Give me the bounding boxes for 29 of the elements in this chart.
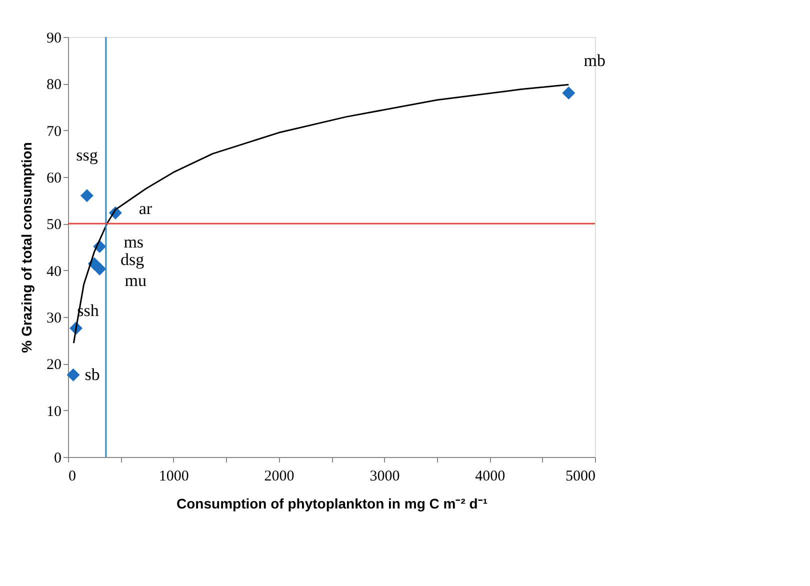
x-tick-label: 4000	[475, 468, 506, 484]
data-label: ms	[124, 232, 144, 252]
x-axis-title: Consumption of phytoplankton in mg C m⁻² d⁻¹	[176, 496, 488, 512]
data-label: ssg	[76, 146, 98, 165]
point	[93, 262, 106, 276]
x-tick-label: 0	[68, 468, 76, 484]
x-tick-label: 5000	[566, 468, 596, 484]
y-tick-label: 40	[46, 264, 62, 280]
y-tick-label: 80	[46, 77, 62, 94]
y-tick-label: 90	[46, 30, 62, 46]
x-tick-label: 3000	[370, 468, 400, 484]
y-tick-label: 0	[54, 450, 62, 466]
point	[66, 368, 80, 382]
y-tick-label: 70	[46, 124, 62, 140]
x-tick-label: 1000	[158, 468, 189, 484]
y-tick-label: 10	[46, 404, 62, 420]
y-tick-label: 60	[46, 170, 62, 186]
data-label: mb	[584, 51, 606, 70]
data-label: dsg	[120, 250, 145, 269]
point	[80, 189, 94, 202]
y-tick-label: 20	[46, 357, 62, 374]
y-axis-title: % Grazing of total consumption	[18, 142, 34, 353]
y-tick-label: 50	[46, 217, 62, 234]
data-label: ar	[138, 198, 152, 218]
point	[562, 86, 576, 100]
y-tick-label: 30	[46, 310, 62, 326]
data-label: sb	[84, 364, 100, 384]
data-label: mu	[124, 270, 147, 290]
x-tick-label: 2000	[264, 468, 294, 484]
